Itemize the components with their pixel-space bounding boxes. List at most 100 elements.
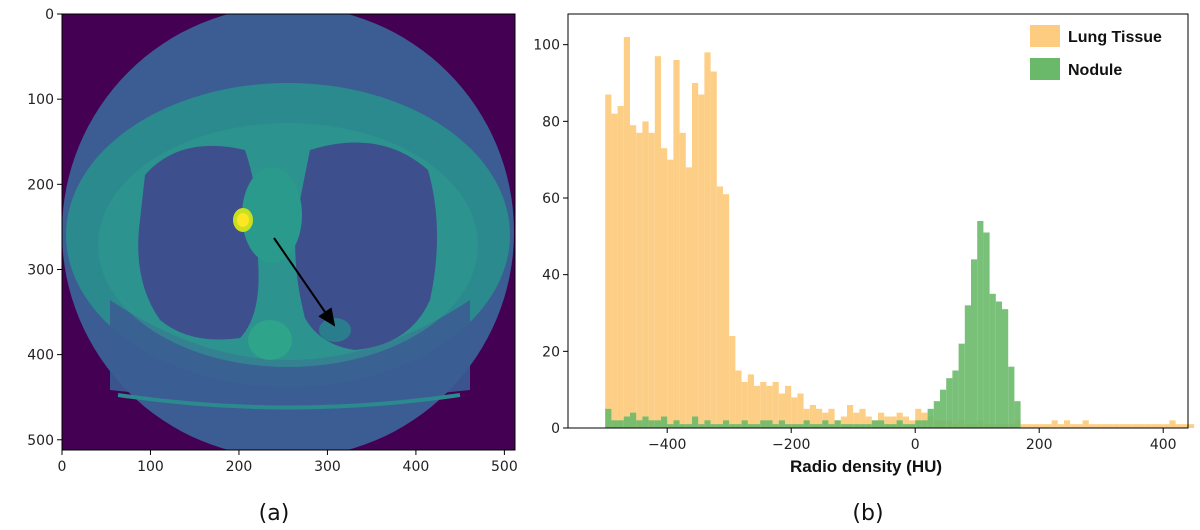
x-tick-label: 0 (911, 437, 920, 453)
lung-tissue-bar (1144, 424, 1151, 428)
lung-tissue-bar (1157, 424, 1164, 428)
lung-tissue-bar (754, 385, 761, 428)
lung-tissue-bar (611, 113, 618, 429)
lung-tissue-bar (1119, 424, 1126, 428)
lung-tissue-bar (1138, 424, 1145, 428)
lung-tissue-bar (1082, 420, 1089, 428)
nodule-bar (754, 424, 761, 428)
lung-tissue-bar (692, 83, 699, 428)
lung-tissue-bar (766, 385, 773, 428)
lung-tissue-bar (915, 408, 922, 428)
plot-frame (567, 13, 1189, 429)
nodule-bar (679, 424, 686, 428)
nodule-bar (723, 420, 730, 428)
nodule-bar (977, 221, 984, 428)
nodule-bar (741, 420, 748, 428)
nodule-bar (847, 424, 854, 428)
lung-tissue-bar (735, 370, 742, 428)
lung-tissue-bar (630, 125, 637, 429)
nodule-bar (884, 424, 891, 428)
lung-tissue-bar (673, 60, 680, 428)
nodule-bar (778, 420, 785, 428)
nodule-bar (809, 424, 816, 428)
nodule-bar (772, 424, 779, 428)
nodule-bar (865, 424, 872, 428)
histogram-panel: −400 −200 0 200 400 0 20 40 60 80 100 Radio densit… (533, 13, 1195, 526)
nodule-bar (661, 416, 668, 428)
lung-tissue-bar (716, 186, 723, 428)
y-tick-label: 40 (542, 268, 560, 284)
lung-tissue-bar (772, 382, 779, 428)
lung-tissue-bar (648, 132, 655, 429)
lung-tissue-bar (1057, 424, 1064, 428)
lung-tissue-bar (878, 412, 885, 428)
lung-tissue-bar (803, 408, 810, 428)
lung-tissue-bar (1076, 424, 1083, 428)
nodule-bar (896, 420, 903, 428)
y-tick-label: 60 (542, 191, 560, 207)
nodule-bar (692, 416, 699, 428)
lung-tissue-bar (816, 408, 823, 428)
lung-tissue-bar (667, 159, 674, 428)
lung-tissue-bar (859, 408, 866, 428)
lung-tissue-bar (1039, 424, 1046, 428)
legend-label: Nodule (1068, 62, 1122, 79)
nodule-bar (785, 424, 792, 428)
lung-tissue-bar (1113, 424, 1120, 428)
lung-tissue-bar (1163, 424, 1170, 428)
nodule-bar (1002, 309, 1009, 428)
lung-tissue-bar (729, 336, 736, 428)
lung-tissue-bar (685, 167, 692, 429)
nodule-bar (983, 232, 990, 428)
lung-tissue-bar (605, 94, 612, 428)
nodule-arrow (273, 237, 336, 327)
nodule-bar (605, 408, 612, 428)
nodule-bar (890, 424, 897, 428)
nodule-bar (964, 305, 971, 428)
y-tick-label: 300 (27, 262, 54, 278)
lung-tissue-bar (847, 405, 854, 428)
histogram-bars (605, 37, 1195, 429)
legend: Lung Tissue Nodule (1030, 25, 1162, 80)
nodule-bar (971, 259, 978, 428)
lung-tissue-bar (896, 412, 903, 428)
nodule-bar (685, 424, 692, 428)
panel-label-a: (a) (259, 501, 290, 526)
nodule-bar (642, 416, 649, 428)
nodule-bar (1008, 366, 1015, 428)
x-tick-label: 400 (1150, 437, 1177, 453)
y-tick-label: 20 (542, 344, 560, 360)
lung-tissue-bar (741, 382, 748, 428)
lung-tissue-bar (1132, 424, 1139, 428)
nodule-bar (710, 424, 717, 428)
lung-tissue-bar (679, 132, 686, 429)
lung-tissue-bar (840, 416, 847, 428)
lung-tissue-bar (1101, 424, 1108, 428)
lung-tissue-bar (636, 132, 643, 429)
x-tick-label: 200 (1026, 437, 1053, 453)
legend-label: Lung Tissue (1068, 29, 1162, 46)
nodule-bar (617, 420, 624, 428)
nodule-bar (803, 420, 810, 428)
nodule-bar (630, 412, 637, 428)
nodule-bar (636, 420, 643, 428)
y-tick-label: 0 (551, 421, 560, 437)
lung-tissue-bar (822, 412, 829, 428)
nodule-bar (958, 343, 965, 428)
lung-tissue-bar (723, 194, 730, 428)
nodule-bar (946, 378, 953, 428)
nodule-bar (921, 420, 928, 428)
nodule-bar (915, 420, 922, 428)
scanner-table (117, 393, 461, 410)
x-tick-label: 0 (58, 459, 67, 475)
nodule-bar (840, 424, 847, 428)
nodule-bar (698, 424, 705, 428)
nodule-bar (909, 424, 916, 428)
lung-tissue-bar (785, 385, 792, 428)
x-tick-label: 400 (403, 459, 430, 475)
nodule-bar (673, 420, 680, 428)
nodule-bar (859, 424, 866, 428)
nodule-bar (729, 424, 736, 428)
